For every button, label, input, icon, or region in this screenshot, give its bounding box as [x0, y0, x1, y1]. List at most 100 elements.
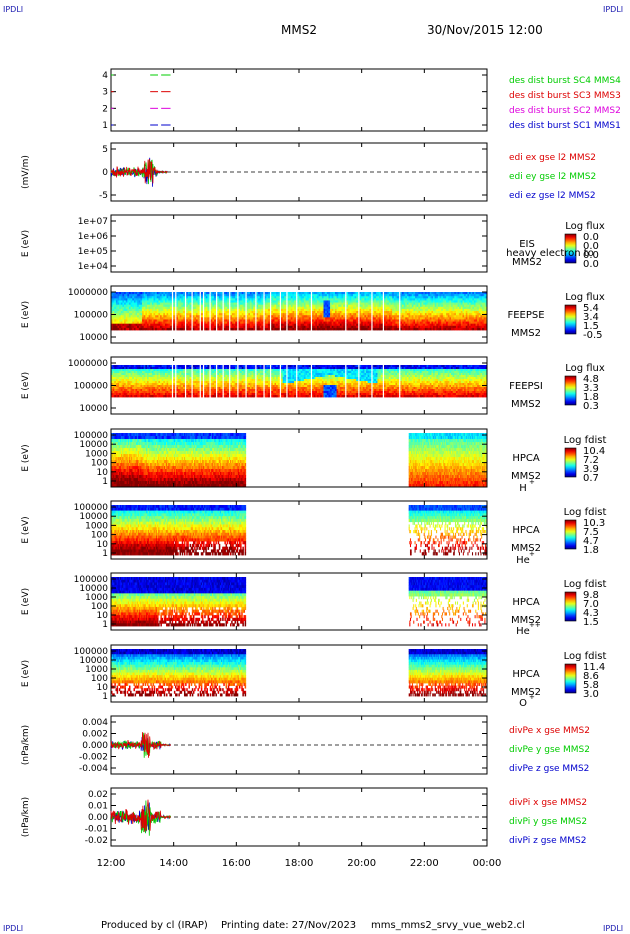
spectrogram-cell	[312, 325, 315, 329]
spectrogram-cell	[454, 304, 457, 308]
spectrogram-cell	[153, 298, 156, 301]
spectrogram-cell	[339, 325, 342, 329]
spectrogram-cell	[451, 325, 454, 329]
spectrogram-cell	[146, 306, 149, 310]
spectrogram-cell	[282, 292, 285, 295]
spectrogram-cell	[452, 292, 455, 295]
spectrogram-cell	[137, 319, 140, 322]
spectrogram-cell	[339, 294, 342, 297]
spectrogram-cell	[225, 304, 228, 308]
spectrogram-cell	[112, 304, 115, 308]
spectrogram-cell	[323, 317, 326, 320]
spectrogram-cell	[140, 302, 143, 306]
spectrogram-cell	[393, 304, 396, 308]
spectrogram-cell	[151, 323, 154, 327]
spectrogram-cell	[328, 319, 331, 322]
spectrogram-cell	[284, 292, 287, 295]
spectrogram-cell	[290, 319, 293, 322]
spectrogram-cell	[143, 323, 146, 327]
spectrogram-cell	[437, 321, 440, 325]
spectrogram-cell	[156, 311, 159, 314]
spectrogram-cell	[321, 325, 324, 329]
spectrogram-cell	[395, 323, 398, 327]
spectrogram-cell	[189, 302, 192, 306]
spectrogram-cell	[390, 317, 393, 320]
spectrogram-cell	[361, 313, 364, 316]
spectrogram-cell	[266, 304, 269, 308]
spectrogram-cell	[460, 300, 463, 303]
spectrogram-cell	[397, 306, 400, 310]
spectrogram-cell	[259, 300, 262, 303]
spectrogram-cell	[352, 296, 355, 299]
spectrogram-cell	[312, 292, 315, 295]
spectrogram-cell	[282, 327, 285, 331]
spectrogram-cell	[227, 323, 230, 327]
spectrogram-cell	[189, 321, 192, 325]
spectrogram-cell	[330, 302, 333, 306]
spectrogram-cell	[137, 321, 140, 325]
spectrogram-cell	[465, 308, 468, 312]
spectrogram-cell	[200, 292, 203, 295]
spectrogram-cell	[259, 292, 262, 295]
spectrogram-cell	[292, 321, 295, 325]
spectrogram-cell	[251, 300, 254, 303]
spectrogram-cell	[452, 325, 455, 329]
spectrogram-cell	[153, 304, 156, 308]
spectrogram-cell	[240, 327, 243, 331]
spectrogram-cell	[444, 311, 447, 314]
spectrogram-cell	[316, 292, 320, 295]
spectrogram-cell	[287, 300, 290, 303]
spectrogram-cell	[290, 308, 293, 312]
spectrogram-cell	[212, 317, 215, 320]
spectrogram-cell	[138, 306, 141, 310]
spectrogram-cell	[303, 311, 306, 314]
spectrogram-cell	[115, 317, 118, 320]
spectrogram-cell	[274, 311, 277, 314]
spectrogram-cell	[352, 323, 355, 327]
spectrogram-cell	[120, 308, 123, 312]
spectrogram-cell	[297, 294, 300, 297]
spectrogram-cell	[238, 317, 241, 320]
spectrogram-cell	[238, 311, 241, 314]
spectrogram-cell	[122, 313, 125, 316]
spectrogram-cell	[200, 296, 203, 299]
spectrogram-cell	[393, 321, 396, 325]
spectrogram-cell	[446, 292, 449, 295]
spectrogram-cell	[374, 308, 377, 312]
spectrogram-cell	[375, 315, 378, 318]
spectrogram-cell	[166, 321, 169, 325]
spectrogram-cell	[460, 321, 463, 325]
spectrogram-cell	[261, 323, 264, 327]
spectrogram-cell	[294, 300, 297, 303]
spectrogram-cell	[462, 317, 465, 320]
spectrogram-cell	[178, 292, 181, 295]
spectrogram-cell	[176, 319, 179, 322]
spectrogram-cell	[462, 294, 465, 297]
spectrogram-cell	[138, 317, 141, 320]
spectrogram-cell	[410, 315, 413, 318]
spectrogram-cell	[419, 306, 422, 310]
spectrogram-cell	[179, 294, 182, 297]
spectrogram-cell	[307, 292, 310, 295]
spectrogram-cell	[292, 317, 295, 320]
spectrogram-cell	[227, 395, 230, 398]
spectrogram-cell	[243, 323, 246, 327]
spectrogram-cell	[316, 325, 320, 329]
spectrogram-cell	[289, 300, 292, 303]
spectrogram-cell	[343, 308, 346, 312]
spectrogram-cell	[433, 327, 436, 331]
spectrogram-cell	[362, 298, 365, 301]
spectrogram-cell	[266, 308, 269, 312]
spectrogram-cell	[138, 308, 141, 312]
spectrogram-cell	[166, 306, 169, 310]
spectrogram-cell	[446, 325, 449, 329]
spectrogram-cell	[187, 296, 190, 299]
spectrogram-cell	[408, 327, 411, 331]
spectrogram-cell	[333, 327, 336, 331]
spectrogram-cell	[424, 300, 427, 303]
spectrogram-cell	[282, 311, 285, 314]
spectrogram-cell	[299, 313, 302, 316]
spectrogram-cell	[442, 313, 445, 316]
spectrogram-cell	[294, 323, 297, 327]
spectrogram-cell	[299, 306, 302, 310]
